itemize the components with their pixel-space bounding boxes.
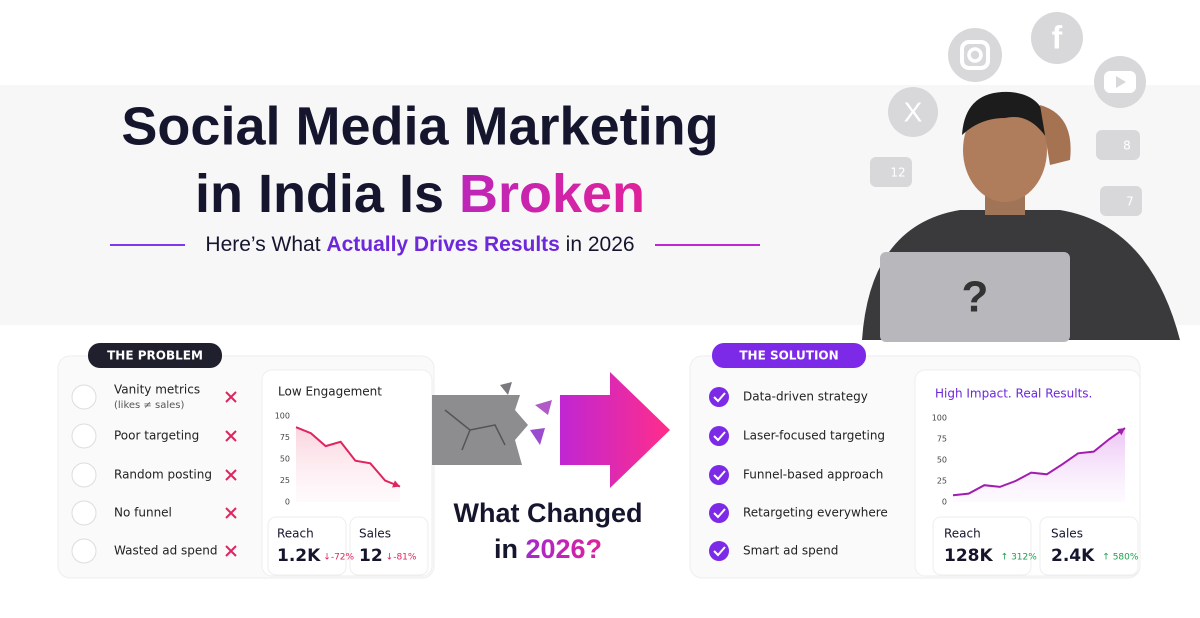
stat-change: ↑ 580% xyxy=(1102,553,1139,563)
svg-text:?: ? xyxy=(962,273,989,322)
likes-count: 12 xyxy=(890,166,905,180)
item-label: Laser-focused targeting xyxy=(743,429,885,443)
arrow-head xyxy=(1117,428,1125,436)
check-icon xyxy=(709,387,729,407)
check-icon xyxy=(709,465,729,485)
title-part: in India Is xyxy=(195,164,459,224)
check-icon xyxy=(709,426,729,446)
y-tick-label: 0 xyxy=(942,498,947,507)
item-icon xyxy=(71,538,97,564)
stat-value: 2.4K xyxy=(1051,546,1095,566)
problem-badge xyxy=(88,343,222,368)
solution-badge-text: THE SOLUTION xyxy=(739,349,838,363)
stat-label: Reach xyxy=(944,527,981,541)
followers-count: 8 xyxy=(1123,139,1131,153)
check-mark xyxy=(713,546,726,557)
y-tick-label: 25 xyxy=(280,476,290,485)
cross-icon xyxy=(225,545,237,557)
y-tick-label: 100 xyxy=(932,414,947,423)
check-mark xyxy=(713,470,726,481)
item-label: Poor targeting xyxy=(114,429,199,443)
stat-card xyxy=(349,516,429,576)
subtitle: Here’s What Actually Drives Results in 2… xyxy=(205,233,634,256)
stat-label: Sales xyxy=(1051,527,1083,541)
item-label: Random posting xyxy=(114,468,212,482)
illustration: ? f X xyxy=(862,12,1180,342)
stat-value: 1.2K xyxy=(277,546,321,566)
svg-text:X: X xyxy=(904,96,923,127)
stat-card xyxy=(267,516,347,576)
item-label: Data-driven strategy xyxy=(743,390,868,404)
check-icon xyxy=(709,541,729,561)
subtitle-part: in 2026 xyxy=(560,233,635,256)
y-tick-label: 50 xyxy=(937,456,947,465)
question-part: in xyxy=(494,534,526,564)
line xyxy=(952,427,1126,497)
item-label: No funnel xyxy=(114,506,172,520)
y-tick-label: 100 xyxy=(275,412,290,421)
item-note: (likes ≠ sales) xyxy=(114,400,184,411)
title-accent: Broken xyxy=(459,164,645,224)
item-label: Retargeting everywhere xyxy=(743,506,888,520)
item-label: Funnel-based approach xyxy=(743,468,883,482)
y-tick-label: 25 xyxy=(937,477,947,486)
thumbs-count: 7 xyxy=(1126,195,1134,209)
cross-icon xyxy=(225,469,237,481)
y-tick-label: 75 xyxy=(280,433,290,442)
problem-badge-text: THE PROBLEM xyxy=(107,349,203,363)
subtitle-part: Here’s What xyxy=(205,233,326,256)
chart-title: Low Engagement xyxy=(278,385,382,399)
item-icon xyxy=(71,462,97,488)
check-mark xyxy=(713,431,726,442)
item-label: Wasted ad spend xyxy=(114,544,217,558)
item-icon xyxy=(71,384,97,410)
broken-arrow xyxy=(432,372,670,488)
title: Social Media Marketing xyxy=(121,96,718,156)
stat-change: ↓-81% xyxy=(386,553,417,563)
question-line2: in 2026? xyxy=(494,534,602,564)
stat-card xyxy=(1039,516,1139,576)
item-label: Vanity metrics xyxy=(114,383,200,397)
arrow-head xyxy=(392,480,400,488)
item-icon xyxy=(71,500,97,526)
stat-card xyxy=(932,516,1032,576)
stat-value: 128K xyxy=(944,546,993,566)
check-mark xyxy=(713,508,726,519)
check-icon xyxy=(709,503,729,523)
stat-value: 12 xyxy=(359,546,383,566)
item-icon xyxy=(71,423,97,449)
y-tick-label: 0 xyxy=(285,498,290,507)
stat-change: ↑ 312% xyxy=(1001,553,1038,563)
y-tick-label: 75 xyxy=(937,435,947,444)
y-tick-label: 50 xyxy=(280,455,290,464)
subtitle-accent: Actually Drives Results xyxy=(326,233,559,256)
title-line2: in India Is Broken xyxy=(195,164,645,224)
solution-badge xyxy=(712,343,866,368)
cross-icon xyxy=(225,391,237,403)
question: What Changed xyxy=(454,498,643,528)
cross-icon xyxy=(225,430,237,442)
question-accent: 2026? xyxy=(525,534,602,564)
area xyxy=(953,428,1125,502)
check-mark xyxy=(713,392,726,403)
stat-label: Reach xyxy=(277,527,314,541)
stat-label: Sales xyxy=(359,527,391,541)
stat-change: ↓-72% xyxy=(323,553,354,563)
chart-title: High Impact. Real Results. xyxy=(935,387,1092,401)
area xyxy=(296,427,400,502)
svg-text:f: f xyxy=(1052,19,1063,55)
cross-icon xyxy=(225,507,237,519)
line xyxy=(295,426,401,488)
item-label: Smart ad spend xyxy=(743,544,838,558)
